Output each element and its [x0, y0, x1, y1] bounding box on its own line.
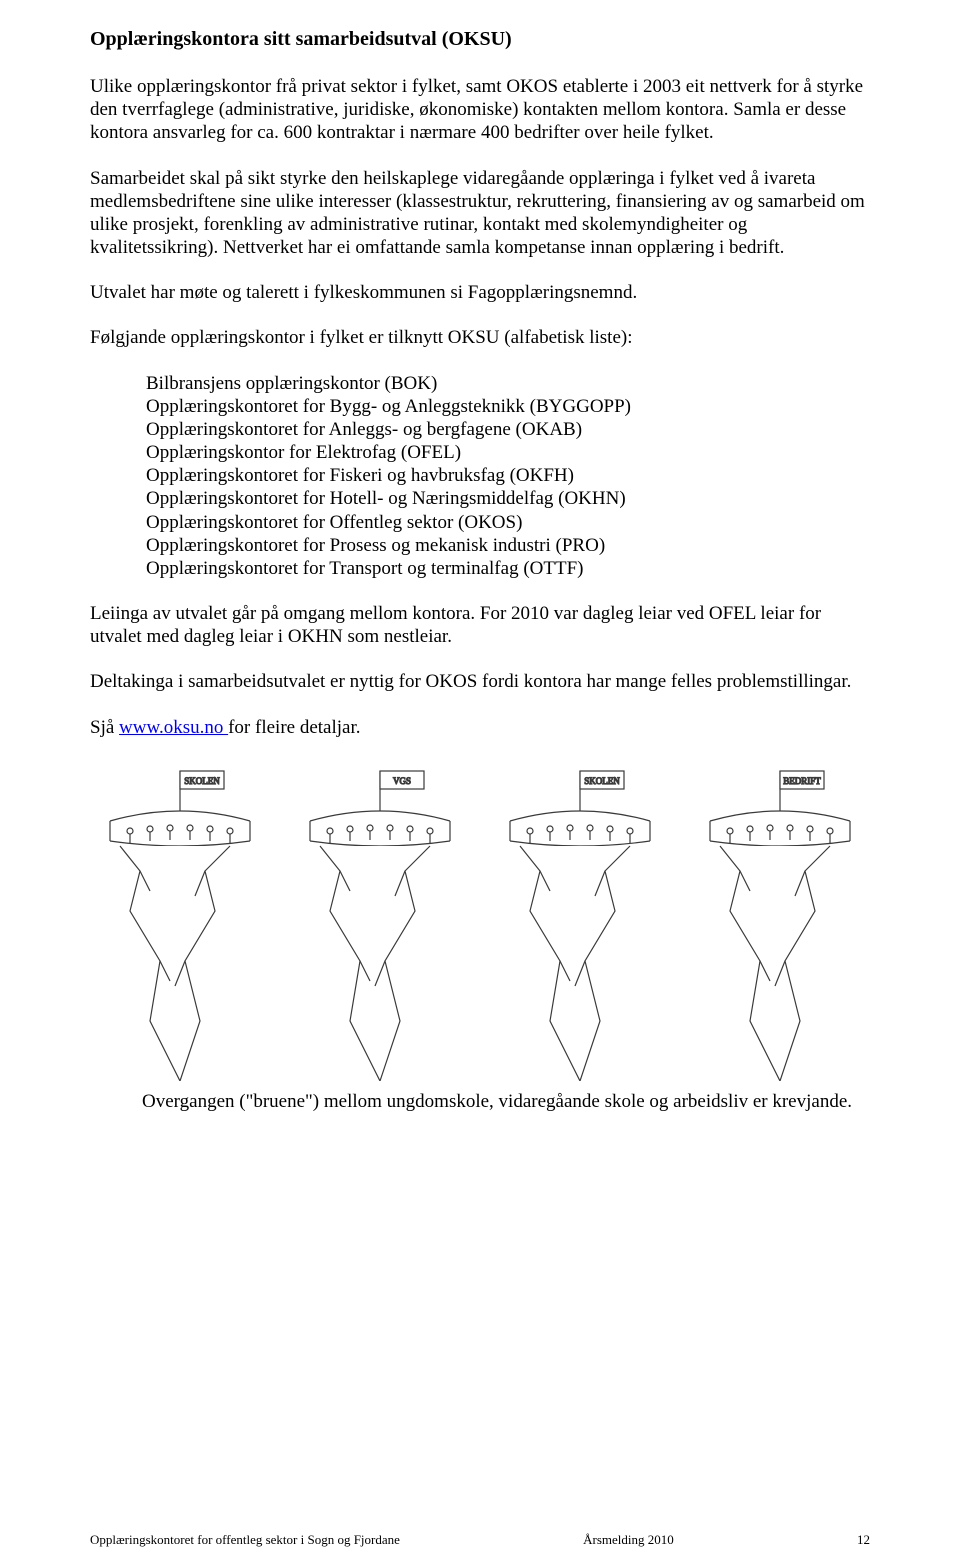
list-item: Opplæringskontoret for Hotell- og Næring…	[146, 487, 870, 510]
list-item: Opplæringskontoret for Offentleg sektor …	[146, 511, 870, 534]
bridge-illustration: SKOLEN	[90, 761, 870, 1081]
cliff-3: SKOLEN	[490, 761, 670, 1081]
document-page: Opplæringskontora sitt samarbeidsutval (…	[0, 0, 960, 1564]
paragraph: Følgjande opplæringskontor i fylket er t…	[90, 326, 870, 349]
list-item: Opplæringskontoret for Bygg- og Anleggst…	[146, 395, 870, 418]
list-item: Opplæringskontoret for Fiskeri og havbru…	[146, 464, 870, 487]
text-fragment: for fleire detaljar.	[228, 717, 360, 738]
paragraph: Utvalet har møte og talerett i fylkeskom…	[90, 281, 870, 304]
footer-center: Årsmelding 2010	[583, 1532, 674, 1548]
paragraph: Leiinga av utvalet går på omgang mellom …	[90, 602, 870, 648]
text-fragment: Sjå	[90, 717, 119, 738]
list-item: Opplæringskontoret for Anleggs- og bergf…	[146, 418, 870, 441]
cliff-2: VGS	[290, 761, 470, 1081]
paragraph: Deltakinga i samarbeidsutvalet er nyttig…	[90, 670, 870, 693]
cliff-1: SKOLEN	[90, 761, 270, 1081]
footer-right: 12	[857, 1532, 870, 1548]
cliff-icon: SKOLEN	[490, 761, 670, 1081]
flag-label: BEDRIFT	[783, 776, 821, 786]
flag-label: SKOLEN	[184, 776, 220, 786]
cliff-icon: BEDRIFT	[690, 761, 870, 1081]
paragraph: Samarbeidet skal på sikt styrke den heil…	[90, 167, 870, 260]
page-footer: Opplæringskontoret for offentleg sektor …	[90, 1532, 870, 1548]
paragraph: Sjå www.oksu.no for fleire detaljar.	[90, 716, 870, 739]
list-item: Bilbransjens opplæringskontor (BOK)	[146, 372, 870, 395]
list-item: Opplæringskontoret for Transport og term…	[146, 557, 870, 580]
illustration-caption: Overgangen ("bruene") mellom ungdomskole…	[142, 1091, 870, 1113]
list-item: Opplæringskontoret for Prosess og mekani…	[146, 534, 870, 557]
flag-label: SKOLEN	[584, 776, 620, 786]
paragraph: Ulike opplæringskontor frå privat sektor…	[90, 75, 870, 145]
list-item: Opplæringskontor for Elektrofag (OFEL)	[146, 441, 870, 464]
cliff-4: BEDRIFT	[690, 761, 870, 1081]
cliff-icon: SKOLEN	[90, 761, 270, 1081]
flag-label: VGS	[393, 776, 411, 786]
section-title: Opplæringskontora sitt samarbeidsutval (…	[90, 28, 870, 51]
cliff-icon: VGS	[290, 761, 470, 1081]
footer-left: Opplæringskontoret for offentleg sektor …	[90, 1532, 400, 1548]
oksu-link[interactable]: www.oksu.no	[119, 717, 228, 738]
org-list: Bilbransjens opplæringskontor (BOK) Oppl…	[146, 372, 870, 581]
